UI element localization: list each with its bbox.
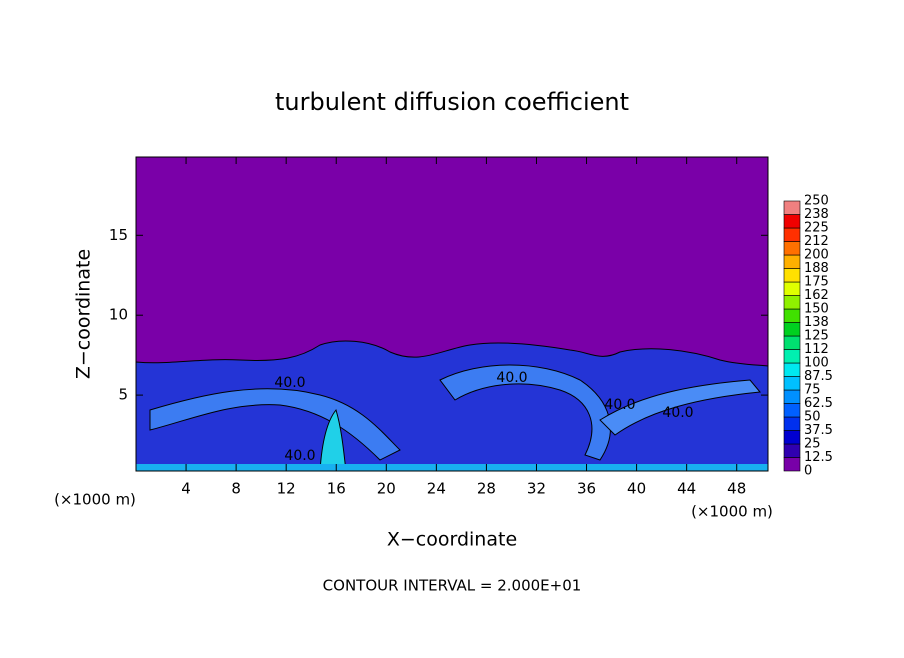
- colorbar-label: 25: [804, 437, 821, 452]
- colorbar-box: [783, 349, 801, 364]
- turbulent-layer: [135, 340, 769, 472]
- colorbar-label: 37.5: [804, 423, 833, 438]
- x-tick-label: 16: [327, 480, 346, 498]
- x-tick-label: 32: [527, 480, 546, 498]
- contour-label: 40.0: [284, 448, 315, 464]
- x-tick-label: 4: [181, 480, 191, 498]
- colorbar-label: 250: [804, 194, 829, 209]
- streak: [149, 388, 401, 461]
- colorbar-box: [783, 227, 801, 242]
- colorbar-label: 138: [804, 315, 829, 330]
- colorbar-label: 62.5: [804, 396, 833, 411]
- colorbar-box: [783, 430, 801, 445]
- x-tick-label: 36: [577, 480, 596, 498]
- y-axis-label: Z−coordinate: [73, 249, 95, 379]
- x-unit-label: (×1000 m): [691, 503, 773, 521]
- y-tick-label: 5: [118, 386, 128, 404]
- x-tick-label: 20: [377, 480, 396, 498]
- colorbar-box: [783, 241, 801, 256]
- colorbar-box: [783, 268, 801, 283]
- colorbar-label: 200: [804, 248, 829, 263]
- footnote: CONTOUR INTERVAL = 2.000E+01: [323, 577, 582, 595]
- colorbar-box: [783, 376, 801, 391]
- colorbar-label: 162: [804, 288, 829, 303]
- colorbar-box: [783, 281, 801, 296]
- colorbar-label: 125: [804, 329, 829, 344]
- field: [135, 157, 769, 472]
- colorbar-box: [783, 457, 801, 472]
- colorbar-label: 87.5: [804, 369, 833, 384]
- contour-label: 40.0: [496, 370, 527, 386]
- colorbar-box: [783, 308, 801, 323]
- x-tick-label: 12: [277, 480, 296, 498]
- x-tick-label: 44: [677, 480, 696, 498]
- colorbar-label: 212: [804, 234, 829, 249]
- contour-label: 40.0: [274, 375, 305, 391]
- x-tick-label: 28: [477, 480, 496, 498]
- colorbar-label: 12.5: [804, 450, 833, 465]
- colorbar-label: 50: [804, 410, 821, 425]
- colorbar-box: [783, 295, 801, 310]
- x-axis-label: X−coordinate: [387, 529, 517, 551]
- colorbar-box: [783, 416, 801, 431]
- colorbar-label: 188: [804, 261, 829, 276]
- colorbar-label: 225: [804, 221, 829, 236]
- x-tick-label: 40: [627, 480, 646, 498]
- colorbar-box: [783, 335, 801, 350]
- colorbar-box: [783, 254, 801, 269]
- streak: [319, 408, 347, 472]
- colorbar-label: 175: [804, 275, 829, 290]
- y-tick-label: 10: [109, 306, 128, 324]
- x-tick-label: 48: [727, 480, 746, 498]
- colorbar-label: 112: [804, 342, 829, 357]
- surface-layer: [136, 464, 768, 471]
- colorbar-label: 238: [804, 207, 829, 222]
- streak: [439, 364, 611, 461]
- colorbar-box: [783, 362, 801, 377]
- chart-title: turbulent diffusion coefficient: [275, 88, 629, 116]
- streak: [599, 379, 761, 436]
- colorbar-box: [783, 322, 801, 337]
- colorbar-box: [783, 214, 801, 229]
- y-tick-label: 15: [109, 226, 128, 244]
- contour-label: 40.0: [662, 405, 693, 421]
- colorbar-label: 100: [804, 356, 829, 371]
- plot-frame: [135, 156, 769, 472]
- x-unit-label: (×1000 m): [54, 491, 136, 509]
- colorbar-box: [783, 443, 801, 458]
- x-tick-label: 24: [427, 480, 446, 498]
- colorbar-label: 0: [804, 464, 812, 479]
- colorbar-box: [783, 403, 801, 418]
- colorbar-box: [783, 389, 801, 404]
- colorbar-label: 75: [804, 383, 821, 398]
- contour-label: 40.0: [604, 397, 635, 413]
- colorbar-label: 150: [804, 302, 829, 317]
- colorbar-box: [783, 200, 801, 215]
- x-tick-label: 8: [231, 480, 241, 498]
